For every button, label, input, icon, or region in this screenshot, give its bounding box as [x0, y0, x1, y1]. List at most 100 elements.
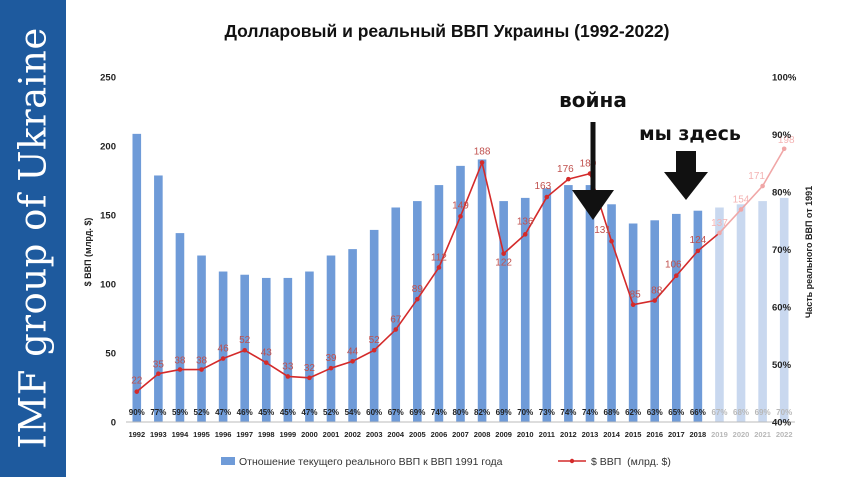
bar-data-label: 77%	[150, 408, 166, 417]
bar-data-label: 66%	[690, 408, 706, 417]
bar-2006	[434, 185, 444, 422]
bar-data-label: 68%	[604, 408, 620, 417]
line-point-2014	[609, 238, 614, 244]
bar-2003	[369, 229, 379, 422]
bar-data-label: 82%	[474, 408, 490, 417]
line-segment	[352, 349, 375, 362]
line-data-label: 180	[580, 159, 597, 170]
bar-2015	[628, 223, 638, 422]
line-point-2017	[673, 273, 679, 279]
line-data-label: 38	[196, 356, 208, 367]
line-segment	[632, 299, 655, 306]
line-segment	[265, 361, 289, 378]
legend-bar-swatch	[221, 457, 235, 465]
bar-2008	[477, 159, 487, 422]
bar-data-label: 52%	[194, 408, 210, 417]
line-point-2005	[415, 296, 420, 302]
bar-2014	[607, 204, 616, 422]
right-tick-label: 90%	[772, 130, 792, 141]
x-tick-label: 2012	[560, 430, 577, 439]
line-data-label: 163	[534, 181, 551, 192]
bar-1996	[218, 271, 228, 422]
annotation-here-arrow-shaft	[676, 151, 696, 173]
line-point-2004	[393, 327, 399, 332]
bar-data-label: 67%	[711, 408, 727, 417]
line-point-2022	[781, 146, 787, 152]
bar-data-label: 59%	[172, 408, 188, 417]
line-data-label: 198	[778, 135, 795, 146]
line-data-label: 131	[594, 225, 611, 236]
bar-2005	[413, 201, 422, 422]
line-segment	[610, 240, 634, 305]
bar-2007	[456, 165, 465, 422]
bar-data-label: 69%	[496, 408, 512, 417]
line-segment	[481, 162, 505, 254]
line-data-label: 171	[748, 171, 765, 182]
bar-data-label: 90%	[129, 408, 145, 417]
bar-data-label: 69%	[755, 408, 771, 417]
line-data-label: 188	[474, 147, 491, 158]
line-data-label: 44	[347, 346, 359, 357]
line-segment	[654, 275, 677, 302]
annotation-war-label: война	[559, 88, 627, 112]
line-segment	[136, 373, 159, 393]
bar-1995	[197, 255, 206, 422]
line-segment	[524, 196, 548, 235]
x-tick-label: 2006	[431, 430, 448, 439]
bar-2019	[715, 207, 724, 422]
x-tick-label: 2007	[452, 430, 469, 439]
right-tick-label: 50%	[772, 360, 792, 371]
bar-1992	[132, 133, 142, 422]
line-point-2020	[738, 207, 744, 212]
x-tick-label: 2018	[690, 430, 707, 439]
right-tick-label: 100%	[772, 73, 797, 84]
bar-2010	[520, 197, 530, 422]
bar-2012	[564, 185, 573, 422]
x-tick-label: 1998	[258, 430, 275, 439]
bar-data-label: 69%	[409, 408, 425, 417]
x-tick-label: 1993	[150, 430, 167, 439]
bar-2017	[671, 213, 681, 422]
line-data-label: 176	[557, 164, 574, 175]
line-point-1999	[285, 374, 291, 379]
line-data-label: 149	[452, 200, 469, 211]
line-data-label: 106	[665, 260, 682, 271]
line-data-label: 33	[282, 361, 294, 372]
line-data-label: 52	[239, 335, 251, 346]
line-point-2012	[566, 176, 571, 182]
bar-2009	[499, 201, 508, 422]
legend-line-marker	[569, 458, 575, 464]
left-tick-label: 200	[100, 142, 116, 153]
line-segment	[416, 266, 440, 300]
bar-data-label: 45%	[258, 408, 274, 417]
line-segment	[718, 208, 742, 234]
line-data-label: 43	[261, 348, 273, 359]
sidebar-title: IMF group of Ukraine	[11, 27, 55, 449]
line-data-label: 112	[431, 252, 447, 263]
bar-2002	[348, 249, 357, 422]
bar-2016	[650, 220, 660, 422]
line-segment	[244, 349, 267, 364]
line-point-1995	[199, 367, 204, 372]
y-axis-label-right: Часть реального ВВП от 1991	[804, 186, 814, 318]
line-segment	[459, 162, 483, 217]
annotation-here-label: мы здесь	[639, 123, 741, 145]
line-segment	[158, 368, 181, 375]
y-axis-label-left: $ ВВП (млрд. $)	[83, 218, 93, 287]
bar-data-label: 74%	[582, 408, 598, 417]
line-data-label: 52	[369, 335, 381, 346]
line-point-1996	[220, 356, 226, 361]
x-tick-label: 1994	[172, 430, 190, 439]
x-tick-label: 2013	[582, 430, 599, 439]
x-tick-label: 2001	[323, 430, 340, 439]
line-point-2000	[307, 375, 312, 381]
x-tick-label: 2009	[495, 430, 512, 439]
x-tick-label: 2022	[776, 430, 793, 439]
bar-data-label: 45%	[280, 408, 296, 417]
x-tick-label: 2016	[646, 430, 663, 439]
bar-2021	[758, 201, 767, 422]
x-tick-label: 1995	[193, 430, 210, 439]
line-data-label: 122	[495, 258, 512, 269]
right-tick-label: 80%	[772, 188, 792, 199]
